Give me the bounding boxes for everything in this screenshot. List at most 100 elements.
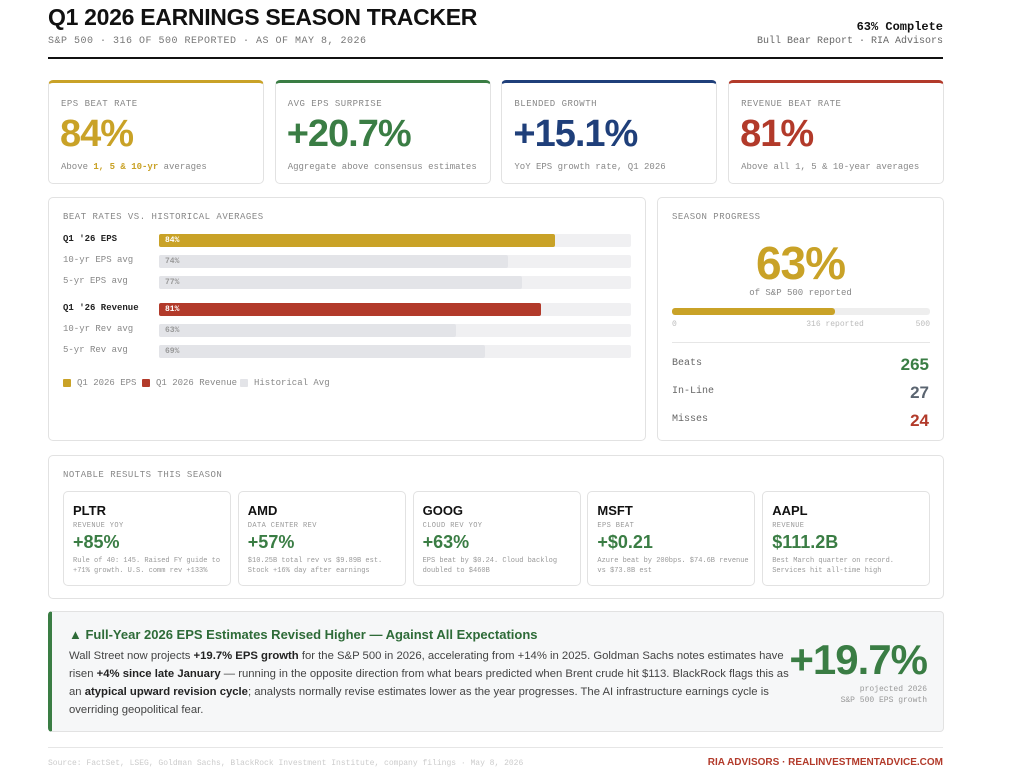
kpi-value: +20.7% (286, 113, 412, 155)
legend-swatch (240, 379, 248, 387)
progress-bar (672, 308, 836, 315)
kpi-value: 84% (60, 113, 134, 155)
note-part: Aggregate above consensus estimates (287, 162, 477, 172)
progress-tick-label: 316 reported (806, 320, 864, 329)
metric: REVENUE YOY (73, 522, 124, 530)
result-note: Azure beat by 200bps. $74.6B revenue vs … (597, 557, 749, 575)
note-part: Above (61, 162, 94, 172)
bar-label: 10-yr EPS avg (63, 255, 134, 265)
ticker: PLTR (73, 503, 106, 518)
kpi-label: REVENUE BEAT RATE (741, 99, 842, 109)
legend-label: Q1 2026 EPS (77, 378, 137, 388)
body-part: +4% since late January (96, 668, 221, 680)
footer-rule (48, 747, 943, 748)
bar-value-label: 77% (165, 278, 180, 287)
result-value: +$0.21 (597, 532, 653, 552)
bar: 63% (159, 324, 457, 337)
result-card: AMD DATA CENTER REV +57% $10.25B total rev … (237, 491, 406, 586)
bar-track: 69% (159, 345, 631, 358)
kpi-value: +15.1% (513, 113, 638, 155)
count-label: Misses (672, 414, 709, 425)
progress-tick-label: 500 (915, 320, 930, 329)
bar-track: 74% (159, 255, 631, 268)
bar-label: 5-yr Rev avg (63, 345, 128, 355)
count-label: In-Line (672, 386, 715, 397)
count-label: Beats (672, 358, 703, 369)
divider (672, 342, 930, 343)
progress-value: 63% (755, 237, 846, 289)
ticker: MSFT (597, 503, 633, 518)
ticker: AMD (247, 503, 278, 518)
source-label: Bull Bear Report · RIA Advisors (756, 36, 943, 47)
bar: 69% (159, 345, 485, 358)
progress-title: SEASON PROGRESS (672, 212, 761, 222)
legend-label: Historical Avg (254, 378, 330, 388)
metric: REVENUE (772, 522, 805, 530)
bar: 84% (159, 234, 556, 247)
bar: 81% (159, 303, 542, 316)
ticker: GOOG (422, 503, 464, 518)
callout-caption: S&P 500 EPS growth (840, 696, 927, 705)
kpi-note: Above all 1, 5 & 10-year averages (741, 162, 919, 172)
page-title: Q1 2026 EARNINGS SEASON TRACKER (48, 4, 478, 30)
bar-label: Q1 '26 EPS (63, 234, 118, 244)
body-part: Wall Street now projects (69, 650, 194, 662)
note-part: Above all 1, 5 & 10-year averages (741, 162, 920, 172)
bar-label: Q1 '26 Revenue (63, 303, 139, 313)
progress-panel: SEASON PROGRESS 63% of S&P 500 reported 0 31… (657, 197, 944, 441)
result-card: AAPL REVENUE $111.2B Best March quarter on … (762, 491, 931, 586)
body-part: ; analysts normally revise estimates low… (69, 686, 769, 716)
kpi-label: BLENDED GROWTH (514, 99, 598, 109)
callout-caption: projected 2026 (859, 685, 927, 694)
metric: EPS BEAT (597, 522, 635, 530)
kpi-card: REVENUE BEAT RATE 81% Above all 1, 5 & 10-… (728, 80, 945, 184)
count-value: 24 (910, 411, 929, 430)
count-value: 27 (910, 383, 929, 402)
kpi-note: Aggregate above consensus estimates (288, 162, 477, 172)
notable-title: NOTABLE RESULTS THIS SEASON (63, 470, 223, 480)
bar-value-label: 74% (165, 257, 180, 266)
body-part: +19.7% EPS growth (193, 650, 299, 662)
progress-tick-label: 0 (672, 320, 677, 329)
status: 63% Complete (856, 20, 943, 34)
chart-title: BEAT RATES VS. HISTORICAL AVERAGES (63, 212, 264, 222)
kpi-note: Above 1, 5 & 10-yr averages (61, 162, 207, 172)
result-value: +85% (73, 532, 120, 552)
subtitle: S&P 500 · 316 OF 500 REPORTED · AS OF MA… (48, 36, 367, 47)
result-note: EPS beat by $0.24. Cloud backlog doubled… (422, 557, 558, 575)
body-part: for the S&P 500 in 2026, accelerating fr… (69, 650, 784, 680)
kpi-card: AVG EPS SURPRISE +20.7% Aggregate above co… (274, 80, 491, 184)
footer-brand: RIA ADVISORS · REALINVESTMENTADVICE.COM (707, 757, 943, 768)
kpi-label: AVG EPS SURPRISE (287, 99, 383, 109)
bar-label: 5-yr EPS avg (63, 276, 128, 286)
callout-value: +19.7% (789, 636, 928, 683)
callout-title: ▲ Full-Year 2026 EPS Estimates Revised H… (69, 627, 538, 642)
kpi-value: 81% (740, 113, 814, 155)
note-part: YoY EPS growth rate, Q1 2026 (514, 162, 666, 172)
result-card: PLTR REVENUE YOY +85% Rule of 40: 145. Rais… (63, 491, 231, 586)
bar-value-label: 63% (165, 326, 180, 335)
bar-label: 10-yr Rev avg (63, 324, 134, 334)
result-card: MSFT EPS BEAT +$0.21 Azure beat by 200bps. … (587, 491, 756, 586)
bar-track: 63% (159, 324, 631, 337)
result-value: +63% (422, 532, 470, 552)
bar-track: 77% (159, 276, 631, 289)
bar: 77% (159, 276, 523, 289)
bar-track: 84% (159, 234, 631, 247)
progress-caption: of S&P 500 reported (749, 288, 852, 298)
result-note: $10.25B total rev vs $9.89B est. Stock +… (247, 557, 383, 575)
kpi-note: YoY EPS growth rate, Q1 2026 (514, 162, 665, 172)
callout-body: Wall Street now projects +19.7% EPS grow… (69, 647, 794, 719)
note-part: 1, 5 & 10-yr (93, 162, 159, 172)
result-value: +57% (247, 532, 295, 552)
bar-track: 81% (159, 303, 631, 316)
bar-value-label: 69% (165, 347, 180, 356)
kpi-label: EPS BEAT RATE (61, 99, 138, 109)
note-part: averages (158, 162, 207, 172)
metric: CLOUD REV YOY (422, 522, 483, 530)
header-rule (48, 57, 943, 59)
result-note: Best March quarter on record. Services h… (772, 557, 895, 575)
kpi-card: EPS BEAT RATE 84% Above 1, 5 & 10-yr avera… (48, 80, 264, 184)
bar: 74% (159, 255, 509, 268)
beat-chart-panel: BEAT RATES VS. HISTORICAL AVERAGES Q1 '26… (48, 197, 646, 441)
